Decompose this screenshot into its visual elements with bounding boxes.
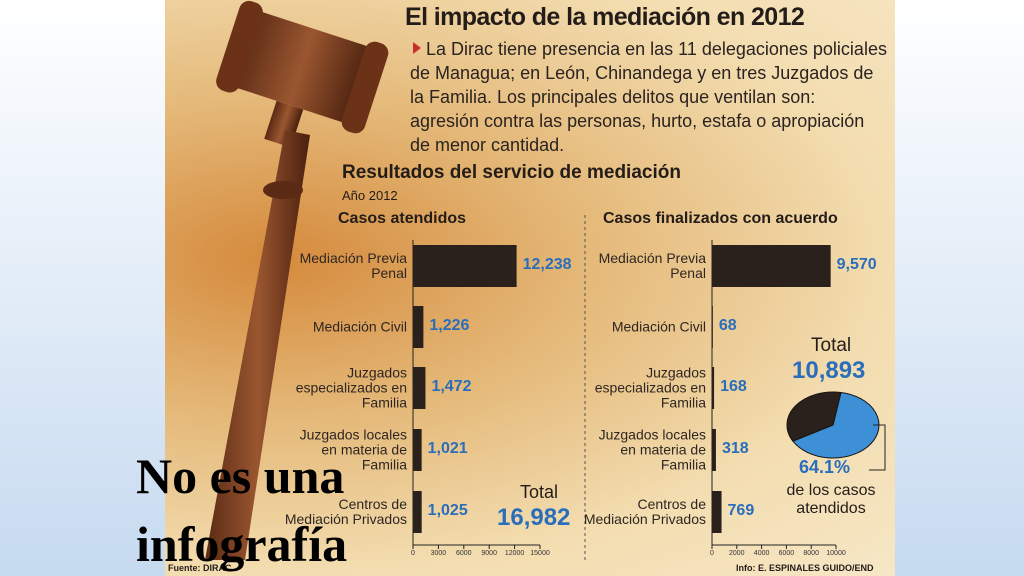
category-label: Juzgados locales en materia de Familia [299,426,407,473]
bar [712,491,722,533]
bar [712,245,831,287]
total-value: 16,982 [497,504,571,531]
pie-total-label: Total [811,335,852,356]
gavel [205,0,389,560]
value-label: 1,021 [427,440,468,457]
category-label: Juzgados locales en materia de Familia [598,426,706,473]
bar [413,491,422,533]
value-label: 68 [718,317,737,334]
x-tick-label: 6000 [778,550,795,557]
x-tick-label: 6000 [456,550,472,557]
category-label: Juzgados especializados en Familia [594,364,706,411]
infographic: El impacto de la mediación en 2012 La Dir… [165,0,895,576]
value-label: 9,570 [836,256,877,273]
category-label: Centros de Mediación Privados [284,496,407,527]
x-tick-label: 4000 [753,550,770,557]
x-tick-label: 2000 [729,550,745,557]
bar [413,306,424,348]
value-label: 1,226 [429,317,470,334]
leader-line [869,424,886,471]
pie-value-label: 64.1% [799,457,851,477]
x-tick-label: 12000 [504,550,525,557]
category-label: Mediación Previa Penal [299,250,407,281]
title: El impacto de la mediación en 2012 [405,3,805,31]
credit: Info: E. ESPINALES GUIDO/END [736,563,874,573]
subtitle: Resultados del servicio de mediación [342,162,681,183]
value-label: 1,472 [431,378,472,395]
x-tick-label: 0 [710,550,714,557]
bar [413,367,426,409]
value-label: 1,025 [427,502,468,519]
x-tick-label: 10000 [826,550,846,557]
chart-title: Casos finalizados con acuerdo [603,210,838,227]
category-label: Mediación Civil [611,318,706,335]
category-label: Centros de Mediación Privados [583,496,706,527]
chart-title: Casos atendidos [338,210,467,227]
intro: La Dirac tiene presencia en las 11 deleg… [410,39,887,155]
category-label: Mediación Civil [312,318,407,335]
source: Fuente: DIRAC [168,563,232,573]
caption: No es una infografía [136,448,348,572]
total-label: Total [520,482,559,502]
bullet [413,42,421,54]
pie-slice [786,391,842,442]
value-label: 318 [721,440,749,457]
category-label: Juzgados especializados en Familia [295,364,407,411]
category-label: Mediación Previa Penal [598,250,706,281]
x-tick-label: 9000 [481,550,497,557]
x-tick-label: 15000 [530,550,550,557]
bar [413,245,517,287]
marks [412,42,886,560]
pie-total-value: 10,893 [792,357,866,384]
bar [712,429,716,471]
bar [712,306,713,348]
value-label: 168 [720,378,747,395]
x-tick-label: 8000 [803,550,819,557]
value-label: 12,238 [522,256,572,273]
value-label: 769 [727,502,755,519]
x-tick-label: 3000 [430,550,447,557]
pie-slice [792,391,880,459]
bar [712,367,715,409]
year: Año 2012 [342,188,398,203]
pie-note: de los casos atendidos [786,482,876,517]
x-tick-label: 0 [411,550,415,557]
bar [413,429,422,471]
